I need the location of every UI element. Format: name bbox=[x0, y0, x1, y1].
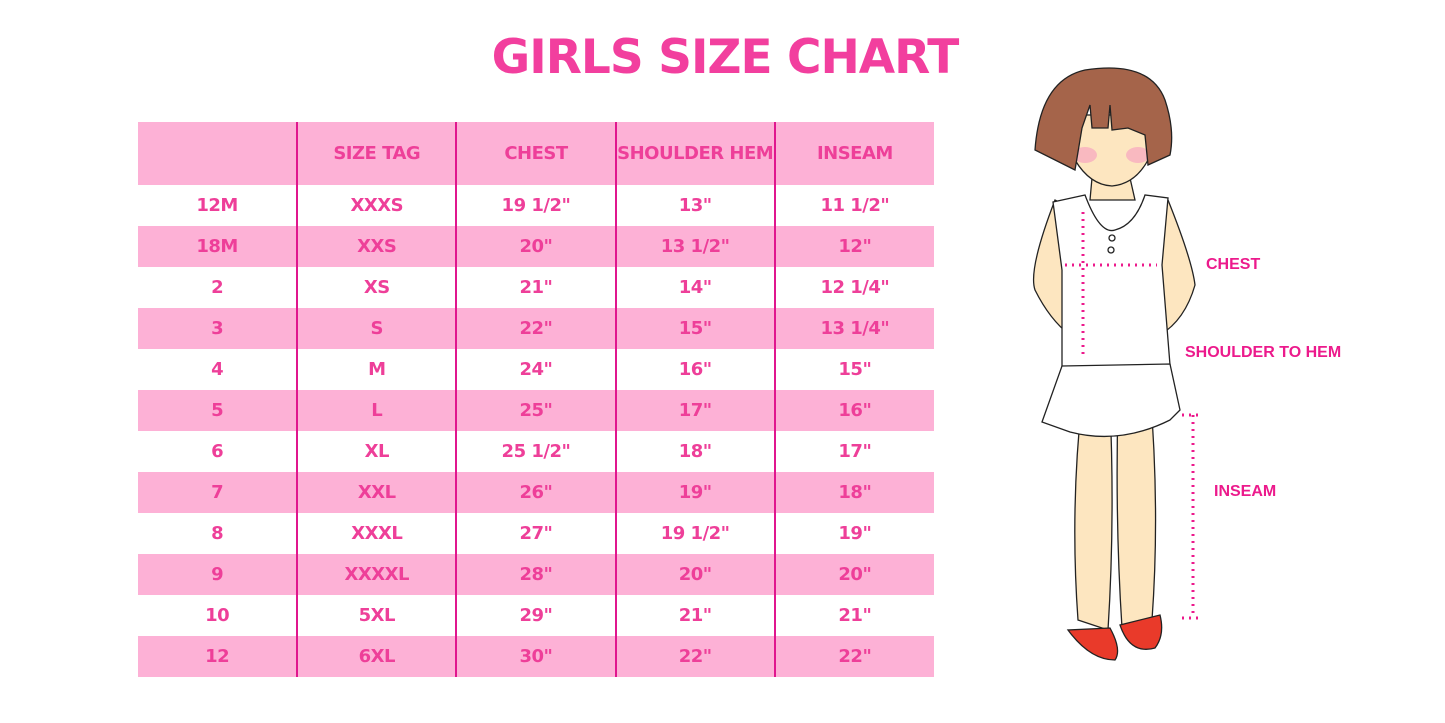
table-cell: 27" bbox=[455, 513, 616, 554]
table-cell: 16" bbox=[773, 390, 934, 431]
table-row: 4 M 24" 16" 15" bbox=[138, 349, 934, 390]
table-cell: XXXL bbox=[296, 513, 457, 554]
column-header: INSEAM bbox=[773, 122, 934, 185]
column-header: SHOULDER HEM bbox=[614, 122, 775, 185]
table-cell: 28" bbox=[455, 554, 616, 595]
table-cell: 2 bbox=[211, 277, 224, 298]
table-row: 8 XXXL 27" 19 1/2" 19" bbox=[138, 513, 934, 554]
table-cell: 19 1/2" bbox=[455, 185, 616, 226]
table-cell: 18M bbox=[196, 236, 238, 257]
table-cell: 19" bbox=[773, 513, 934, 554]
table-header-row: SIZE TAG CHEST SHOULDER HEM INSEAM bbox=[138, 122, 934, 185]
chest-label: CHEST bbox=[1206, 256, 1261, 273]
table-row: 7 XXL 26" 19" 18" bbox=[138, 472, 934, 513]
girl-figure-icon bbox=[1032, 67, 1202, 661]
table-cell: 20" bbox=[773, 554, 934, 595]
table-row: 18M XXS 20" 13 1/2" 12" bbox=[138, 226, 934, 267]
table-cell: XXL bbox=[296, 472, 457, 513]
table-cell: 13 1/2" bbox=[614, 226, 775, 267]
table-cell: 25 1/2" bbox=[455, 431, 616, 472]
table-cell: 15" bbox=[773, 349, 934, 390]
table-cell: 11 1/2" bbox=[773, 185, 934, 226]
table-cell: 20" bbox=[455, 226, 616, 267]
table-cell: S bbox=[296, 308, 457, 349]
table-cell: 17" bbox=[773, 431, 934, 472]
table-cell: 5XL bbox=[296, 595, 457, 636]
table-cell: XXXS bbox=[296, 185, 457, 226]
table-cell: 14" bbox=[614, 267, 775, 308]
table-cell: XL bbox=[296, 431, 457, 472]
table-cell: 19" bbox=[614, 472, 775, 513]
inseam-label: INSEAM bbox=[1214, 483, 1277, 500]
shoulder-to-hem-label: SHOULDER TO HEM bbox=[1185, 344, 1342, 361]
table-cell: 24" bbox=[455, 349, 616, 390]
table-cell: 12M bbox=[196, 195, 238, 216]
table-cell: 21" bbox=[614, 595, 775, 636]
table-cell: 6 bbox=[211, 441, 224, 462]
table-row: 3 S 22" 15" 13 1/4" bbox=[138, 308, 934, 349]
table-cell: 22" bbox=[614, 636, 775, 677]
table-cell: 16" bbox=[614, 349, 775, 390]
table-cell: 5 bbox=[211, 400, 224, 421]
table-cell: 12 1/4" bbox=[773, 267, 934, 308]
table-cell: M bbox=[296, 349, 457, 390]
table-cell: 13 1/4" bbox=[773, 308, 934, 349]
table-cell: 17" bbox=[614, 390, 775, 431]
table-cell: 7 bbox=[211, 482, 224, 503]
table-row: 12M XXXS 19 1/2" 13" 11 1/2" bbox=[138, 185, 934, 226]
table-row: 6 XL 25 1/2" 18" 17" bbox=[138, 431, 934, 472]
table-cell: XXS bbox=[296, 226, 457, 267]
table-cell: L bbox=[296, 390, 457, 431]
table-cell: 18" bbox=[614, 431, 775, 472]
table-cell: 18" bbox=[773, 472, 934, 513]
table-cell: XS bbox=[296, 267, 457, 308]
page-title: GIRLS SIZE CHART bbox=[491, 30, 960, 85]
table-cell: XXXXL bbox=[296, 554, 457, 595]
table-row: 12 6XL 30" 22" 22" bbox=[138, 636, 934, 677]
table-cell: 25" bbox=[455, 390, 616, 431]
table-row: 5 L 25" 17" 16" bbox=[138, 390, 934, 431]
table-cell: 29" bbox=[455, 595, 616, 636]
table-row: 10 5XL 29" 21" 21" bbox=[138, 595, 934, 636]
table-cell: 8 bbox=[211, 523, 224, 544]
girl-illustration: CHEST SHOULDER TO HEM INSEAM bbox=[1020, 60, 1370, 670]
table-cell: 10 bbox=[205, 605, 230, 626]
table-cell: 13" bbox=[614, 185, 775, 226]
table-row: 9 XXXXL 28" 20" 20" bbox=[138, 554, 934, 595]
table-cell: 9 bbox=[211, 564, 224, 585]
table-cell: 21" bbox=[455, 267, 616, 308]
table-cell: 3 bbox=[211, 318, 224, 339]
column-header bbox=[138, 122, 297, 185]
table-cell: 22" bbox=[773, 636, 934, 677]
table-cell: 22" bbox=[455, 308, 616, 349]
table-cell: 12 bbox=[205, 646, 230, 667]
table-cell: 12" bbox=[773, 226, 934, 267]
table-cell: 30" bbox=[455, 636, 616, 677]
size-table: SIZE TAG CHEST SHOULDER HEM INSEAM 12M XXXS 1… bbox=[138, 122, 934, 677]
table-cell: 21" bbox=[773, 595, 934, 636]
table-cell: 4 bbox=[211, 359, 224, 380]
table-cell: 19 1/2" bbox=[614, 513, 775, 554]
table-cell: 6XL bbox=[296, 636, 457, 677]
table-row: 2 XS 21" 14" 12 1/4" bbox=[138, 267, 934, 308]
table-cell: 15" bbox=[614, 308, 775, 349]
column-header: CHEST bbox=[455, 122, 616, 185]
column-header: SIZE TAG bbox=[296, 122, 457, 185]
table-cell: 26" bbox=[455, 472, 616, 513]
table-cell: 20" bbox=[614, 554, 775, 595]
